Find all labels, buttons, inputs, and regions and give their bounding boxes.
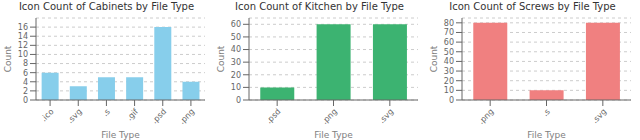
svg-text:.png: .png (177, 107, 196, 126)
html-text:Icon Count of Kitchen by File: Icon Count of Kitchen by File Type (235, 1, 404, 12)
svg-text:.ico: .ico (39, 107, 55, 123)
svg-text:.png: .png (477, 107, 496, 126)
svg-text:0: 0 (449, 96, 454, 105)
svg-text:50: 50 (231, 33, 241, 42)
svg-text:60: 60 (444, 38, 454, 47)
svg-text:Count: Count (429, 45, 439, 72)
svg-text:.svg: .svg (377, 107, 395, 125)
svg-text:Count: Count (8, 45, 13, 72)
svg-text:10: 10 (18, 50, 28, 59)
svg-text:30: 30 (231, 58, 241, 67)
svg-text:.png: .png (320, 107, 339, 126)
svg-text:.s: .s (101, 107, 112, 118)
html-text:Icon Count of Cabinets by File: Icon Count of Cabinets by File Type (18, 1, 195, 12)
svg-text:0: 0 (236, 96, 241, 105)
svg-text:60: 60 (231, 20, 241, 29)
svg-text:.gif: .gif (125, 107, 140, 122)
svg-text:Count: Count (216, 45, 226, 72)
svg-text:14: 14 (18, 32, 28, 41)
svg-text:16: 16 (18, 23, 28, 32)
svg-text:6: 6 (23, 69, 28, 78)
svg-text:4: 4 (23, 78, 28, 87)
svg-text:.psd: .psd (264, 107, 282, 125)
svg-text:.psd: .psd (150, 107, 168, 125)
svg-text:70: 70 (444, 28, 454, 37)
svg-text:2: 2 (23, 87, 28, 96)
svg-text:12: 12 (18, 41, 28, 50)
svg-text:40: 40 (231, 45, 241, 54)
svg-text:.svg: .svg (590, 107, 608, 125)
svg-text:0: 0 (23, 96, 28, 105)
svg-text:30: 30 (444, 67, 454, 76)
svg-text:File Type: File Type (101, 130, 140, 140)
svg-text:50: 50 (444, 48, 454, 57)
svg-text:10: 10 (231, 83, 241, 92)
svg-text:20: 20 (444, 77, 454, 86)
svg-text:10: 10 (444, 86, 454, 95)
svg-text:.s: .s (541, 107, 552, 118)
html-text:Icon Count of Screws by File T: Icon Count of Screws by File Type (449, 1, 616, 12)
svg-text:8: 8 (23, 59, 28, 68)
svg-text:File Type: File Type (314, 130, 353, 140)
svg-text:File Type: File Type (527, 130, 566, 140)
svg-text:.svg: .svg (66, 107, 84, 125)
svg-text:80: 80 (444, 19, 454, 28)
svg-text:20: 20 (231, 71, 241, 80)
svg-text:40: 40 (444, 57, 454, 66)
